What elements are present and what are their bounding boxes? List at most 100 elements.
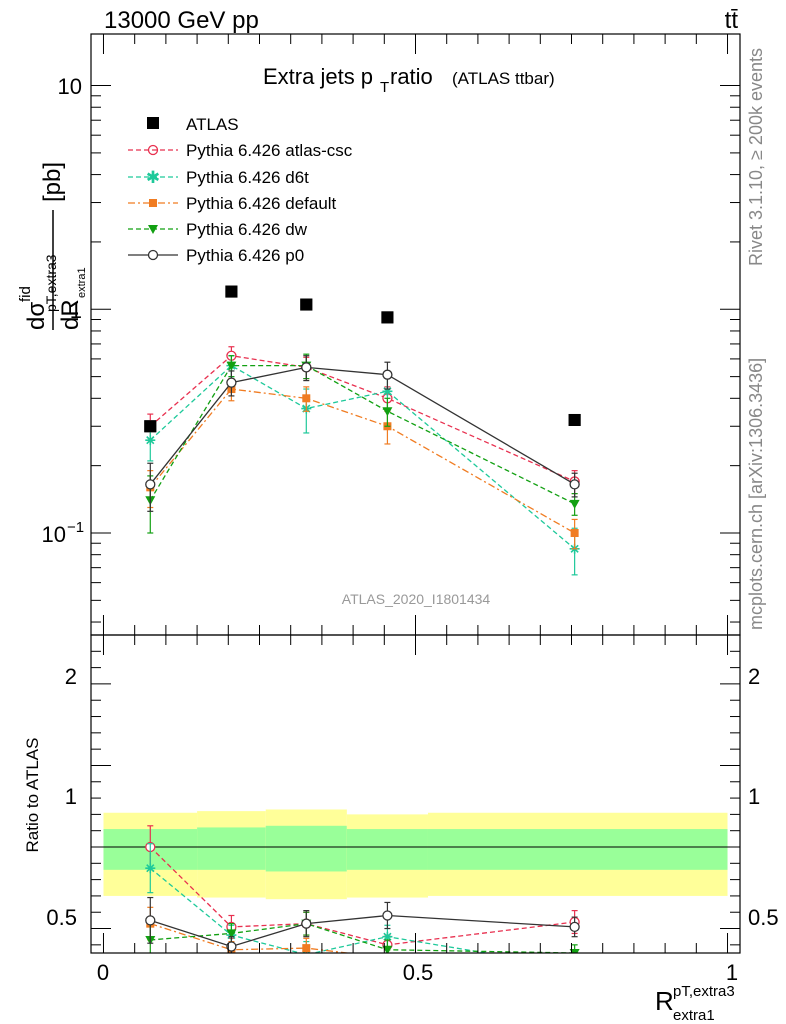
title-note: (ATLAS ttbar) bbox=[452, 69, 555, 88]
ratio-point-p0 bbox=[382, 910, 393, 921]
ratio-ytick-left-0p5: 0.5 bbox=[46, 905, 77, 930]
atlas-point bbox=[300, 298, 313, 311]
legend-label-dw: Pythia 6.426 dw bbox=[186, 220, 308, 239]
ylabel-unit: [pb] bbox=[39, 162, 66, 202]
point-p0 bbox=[382, 369, 393, 380]
main-panel: 10 1 10 −1 Extra jets p T ratio (ATLAS t… bbox=[17, 33, 741, 636]
title-main: Extra jets p bbox=[263, 64, 373, 89]
main-ticks bbox=[91, 34, 740, 635]
point-default bbox=[570, 528, 579, 537]
atlas-point bbox=[568, 413, 581, 426]
series-default bbox=[146, 377, 579, 550]
ratio-ticks bbox=[91, 634, 740, 953]
legend-label-p0: Pythia 6.426 p0 bbox=[186, 246, 304, 265]
atlas-point bbox=[381, 311, 394, 324]
ytick-label-0p1: 10 bbox=[42, 522, 66, 547]
ratio-frame bbox=[90, 634, 741, 954]
ratio-series-default bbox=[146, 906, 579, 962]
mcplots-label: mcplots.cern.ch [arXiv:1306.3436] bbox=[746, 358, 766, 630]
ylabel-denominator: dR bbox=[57, 299, 84, 330]
ratio-ytick-right-0p5: 0.5 bbox=[748, 905, 779, 930]
series-atlas-top bbox=[144, 285, 581, 433]
xtick-label-0: 0 bbox=[97, 960, 109, 985]
atlas-point bbox=[225, 285, 238, 298]
band-inner bbox=[346, 829, 428, 870]
point-p0 bbox=[569, 479, 580, 490]
ratio-point-default bbox=[383, 954, 391, 962]
legend-marker-atlas bbox=[147, 117, 159, 129]
point-p0 bbox=[301, 362, 312, 373]
series-atlas_csc bbox=[145, 346, 580, 495]
series-line-atlas_csc bbox=[149, 355, 575, 483]
header-left: 13000 GeV pp bbox=[104, 7, 259, 34]
ytick-label-10: 10 bbox=[58, 74, 82, 99]
point-dw bbox=[226, 361, 237, 371]
ytick-label-1: 1 bbox=[70, 298, 82, 323]
legend-marker-atlas-csc bbox=[147, 144, 159, 156]
xtick-label-1: 1 bbox=[726, 960, 738, 985]
legend-marker-d6t: ✱ bbox=[146, 168, 160, 187]
series-line-dw bbox=[149, 364, 575, 505]
legend-label-atlas-csc: Pythia 6.426 atlas-csc bbox=[186, 141, 353, 160]
ylabel-sub: pT,extra3 bbox=[43, 254, 59, 312]
band-inner bbox=[427, 829, 728, 870]
main-ytick-labels: 10 1 10 −1 bbox=[42, 74, 85, 547]
point-p0 bbox=[226, 377, 237, 388]
ratio-bands bbox=[91, 809, 740, 900]
legend-marker-dw bbox=[148, 225, 158, 234]
ylabel-subsub: extra1 bbox=[76, 267, 88, 298]
ratio-point-dw bbox=[569, 949, 580, 953]
point-dw bbox=[569, 499, 580, 509]
legend-label-atlas: ATLAS bbox=[186, 115, 239, 134]
title-sub: T bbox=[380, 79, 389, 96]
ratio-line-d6t bbox=[149, 867, 490, 953]
xlabel-sup: pT,extra3 bbox=[673, 983, 735, 1000]
ratio-point-dw bbox=[382, 945, 393, 953]
legend: ATLAS Pythia 6.426 atlas-csc ✱ Pythia 6.… bbox=[128, 115, 353, 265]
xtick-label-0p5: 0.5 bbox=[403, 960, 434, 985]
ratio-point-d6t bbox=[145, 863, 156, 874]
legend-marker-p0 bbox=[147, 249, 159, 261]
point-p0 bbox=[145, 479, 156, 490]
ratio-point-p0 bbox=[145, 915, 156, 926]
ratio-series-p0 bbox=[145, 896, 580, 953]
rivet-label: Rivet 3.1.10, ≥ 200k events bbox=[746, 48, 766, 266]
series-dw bbox=[145, 353, 580, 534]
ratio-ylabel: Ratio to ATLAS bbox=[23, 738, 42, 853]
point-d6t bbox=[145, 435, 156, 446]
ratio-line-dw bbox=[150, 922, 575, 953]
xlabel-sub: extra1 bbox=[673, 1007, 715, 1024]
series-line-p0 bbox=[149, 366, 575, 485]
point-default bbox=[302, 394, 311, 403]
ratio-ytick-right-2: 2 bbox=[748, 664, 760, 689]
ytick-label-0p1-exp: −1 bbox=[67, 519, 84, 536]
main-ylabel: dσ fid pT,extra3 dR extra1 [pb] bbox=[17, 162, 88, 330]
ratio-point-default bbox=[571, 954, 579, 962]
ratio-point-default bbox=[302, 944, 311, 953]
series-line-d6t bbox=[149, 364, 576, 550]
atlas-point bbox=[144, 420, 157, 433]
legend-label-d6t: Pythia 6.426 d6t bbox=[186, 168, 309, 187]
title-tail: ratio bbox=[390, 64, 433, 89]
ratio-point-d6t bbox=[570, 963, 580, 973]
ylabel-numerator: dσ bbox=[23, 302, 50, 330]
ratio-point-dw bbox=[226, 929, 237, 939]
ratio-data bbox=[145, 825, 580, 973]
main-data bbox=[144, 285, 581, 576]
legend-label-default: Pythia 6.426 default bbox=[186, 194, 337, 213]
legend-marker-default bbox=[149, 199, 157, 207]
main-title: Extra jets p T ratio (ATLAS ttbar) bbox=[263, 64, 555, 96]
header-right: tt̄ bbox=[725, 7, 739, 34]
point-d6t bbox=[382, 386, 393, 397]
ratio-panel: 2 1 0.5 2 1 0.5 0 0.5 1 Ratio to ATLAS R… bbox=[23, 634, 779, 1024]
ratio-point-p0 bbox=[301, 918, 312, 929]
ratio-point-p0 bbox=[226, 941, 237, 952]
ratio-point-p0 bbox=[569, 921, 580, 933]
ratio-ytick-left-1: 1 bbox=[65, 784, 77, 809]
series-line-default bbox=[149, 388, 575, 534]
series-p0 bbox=[145, 355, 580, 512]
ratio-series-dw bbox=[145, 911, 580, 953]
ratio-xlabel: R pT,extra3 extra1 bbox=[655, 983, 735, 1024]
band-inner bbox=[197, 827, 266, 870]
ratio-point-d6t bbox=[382, 931, 393, 942]
